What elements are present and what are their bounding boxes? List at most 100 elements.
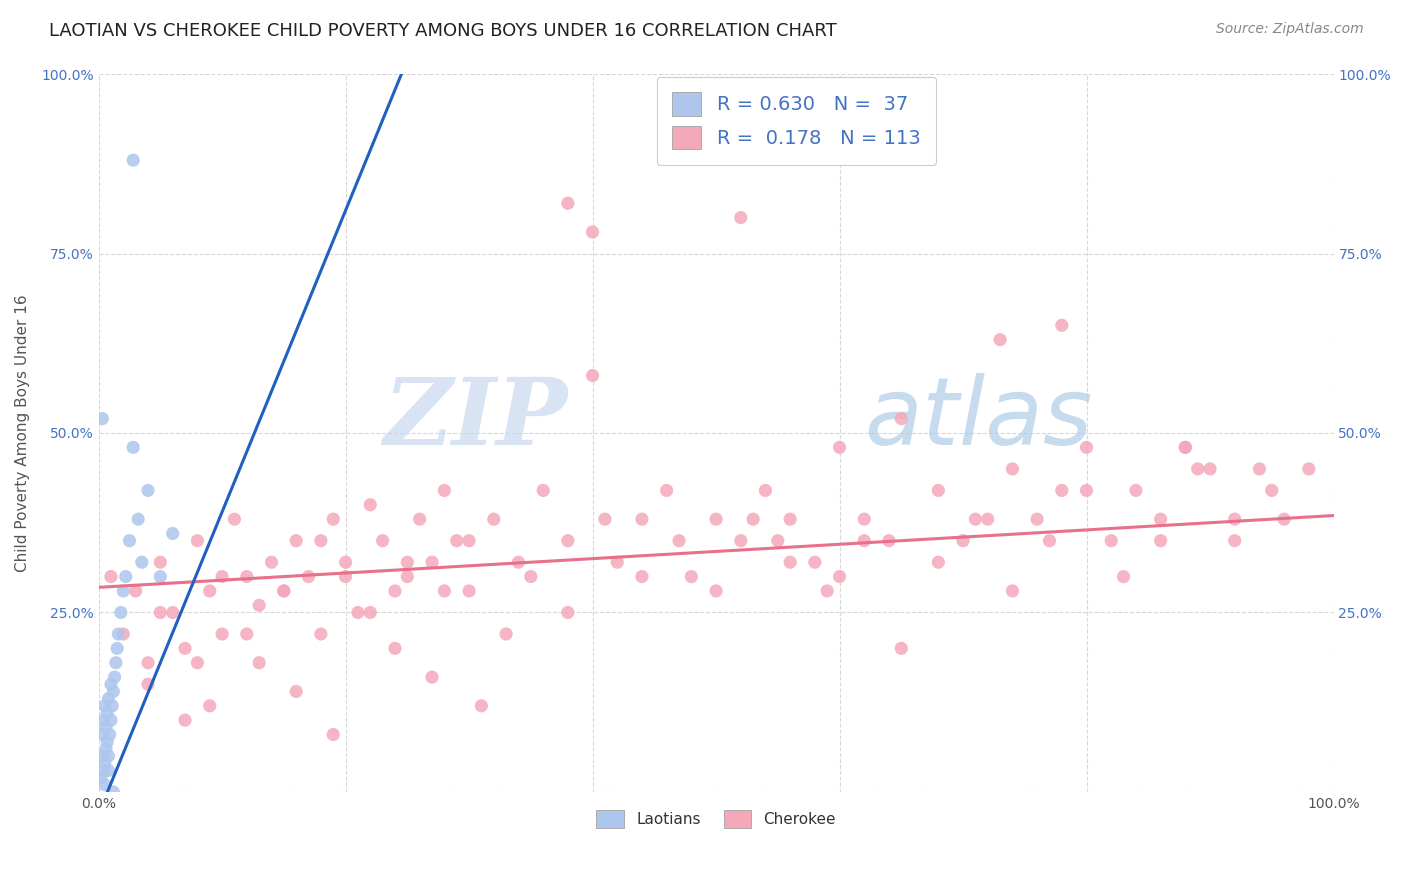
Point	[149, 555, 172, 569]
Point	[127, 512, 149, 526]
Point	[96, 735, 118, 749]
Point	[396, 555, 419, 569]
Point	[94, 698, 117, 713]
Point	[1223, 512, 1246, 526]
Point	[606, 555, 628, 569]
Point	[136, 656, 159, 670]
Point	[704, 512, 727, 526]
Point	[1050, 483, 1073, 498]
Point	[1125, 483, 1147, 498]
Point	[131, 555, 153, 569]
Point	[103, 785, 125, 799]
Point	[107, 627, 129, 641]
Point	[236, 569, 259, 583]
Point	[1001, 462, 1024, 476]
Point	[730, 533, 752, 548]
Point	[359, 606, 381, 620]
Text: Source: ZipAtlas.com: Source: ZipAtlas.com	[1216, 22, 1364, 37]
Point	[247, 599, 270, 613]
Point	[433, 483, 456, 498]
Point	[420, 555, 443, 569]
Point	[766, 533, 789, 548]
Point	[495, 627, 517, 641]
Point	[273, 583, 295, 598]
Point	[1001, 583, 1024, 598]
Point	[91, 749, 114, 764]
Point	[335, 555, 357, 569]
Point	[1298, 462, 1320, 476]
Point	[593, 512, 616, 526]
Point	[122, 153, 145, 168]
Point	[1187, 462, 1209, 476]
Point	[198, 583, 221, 598]
Point	[91, 727, 114, 741]
Point	[779, 512, 801, 526]
Point	[965, 512, 987, 526]
Point	[384, 641, 406, 656]
Point	[94, 756, 117, 771]
Point	[508, 555, 530, 569]
Point	[828, 569, 851, 583]
Point	[754, 483, 776, 498]
Point	[1174, 441, 1197, 455]
Point	[482, 512, 505, 526]
Point	[977, 512, 1000, 526]
Point	[531, 483, 554, 498]
Point	[104, 670, 127, 684]
Point	[100, 569, 122, 583]
Point	[174, 713, 197, 727]
Point	[93, 713, 115, 727]
Point	[186, 533, 208, 548]
Point	[952, 533, 974, 548]
Point	[557, 196, 579, 211]
Point	[297, 569, 319, 583]
Point	[94, 742, 117, 756]
Point	[347, 606, 370, 620]
Point	[655, 483, 678, 498]
Point	[162, 526, 184, 541]
Point	[91, 411, 114, 425]
Point	[211, 569, 233, 583]
Point	[211, 627, 233, 641]
Text: ZIP: ZIP	[384, 374, 568, 464]
Point	[396, 569, 419, 583]
Point	[198, 698, 221, 713]
Point	[681, 569, 703, 583]
Point	[1199, 462, 1222, 476]
Point	[162, 606, 184, 620]
Point	[101, 698, 124, 713]
Point	[273, 583, 295, 598]
Point	[1223, 533, 1246, 548]
Point	[112, 627, 135, 641]
Point	[458, 533, 481, 548]
Point	[1174, 441, 1197, 455]
Point	[105, 641, 128, 656]
Point	[236, 627, 259, 641]
Point	[890, 411, 912, 425]
Point	[1249, 462, 1271, 476]
Point	[335, 569, 357, 583]
Point	[557, 533, 579, 548]
Point	[97, 764, 120, 778]
Point	[853, 533, 876, 548]
Point	[1272, 512, 1295, 526]
Point	[408, 512, 430, 526]
Point	[285, 533, 308, 548]
Point	[581, 225, 603, 239]
Point	[668, 533, 690, 548]
Point	[420, 670, 443, 684]
Point	[779, 555, 801, 569]
Point	[96, 706, 118, 720]
Point	[1050, 318, 1073, 333]
Point	[98, 727, 121, 741]
Point	[136, 677, 159, 691]
Point	[114, 569, 136, 583]
Point	[877, 533, 900, 548]
Point	[1112, 569, 1135, 583]
Point	[371, 533, 394, 548]
Point	[149, 569, 172, 583]
Point	[149, 606, 172, 620]
Point	[1076, 483, 1098, 498]
Point	[927, 555, 949, 569]
Point	[309, 533, 332, 548]
